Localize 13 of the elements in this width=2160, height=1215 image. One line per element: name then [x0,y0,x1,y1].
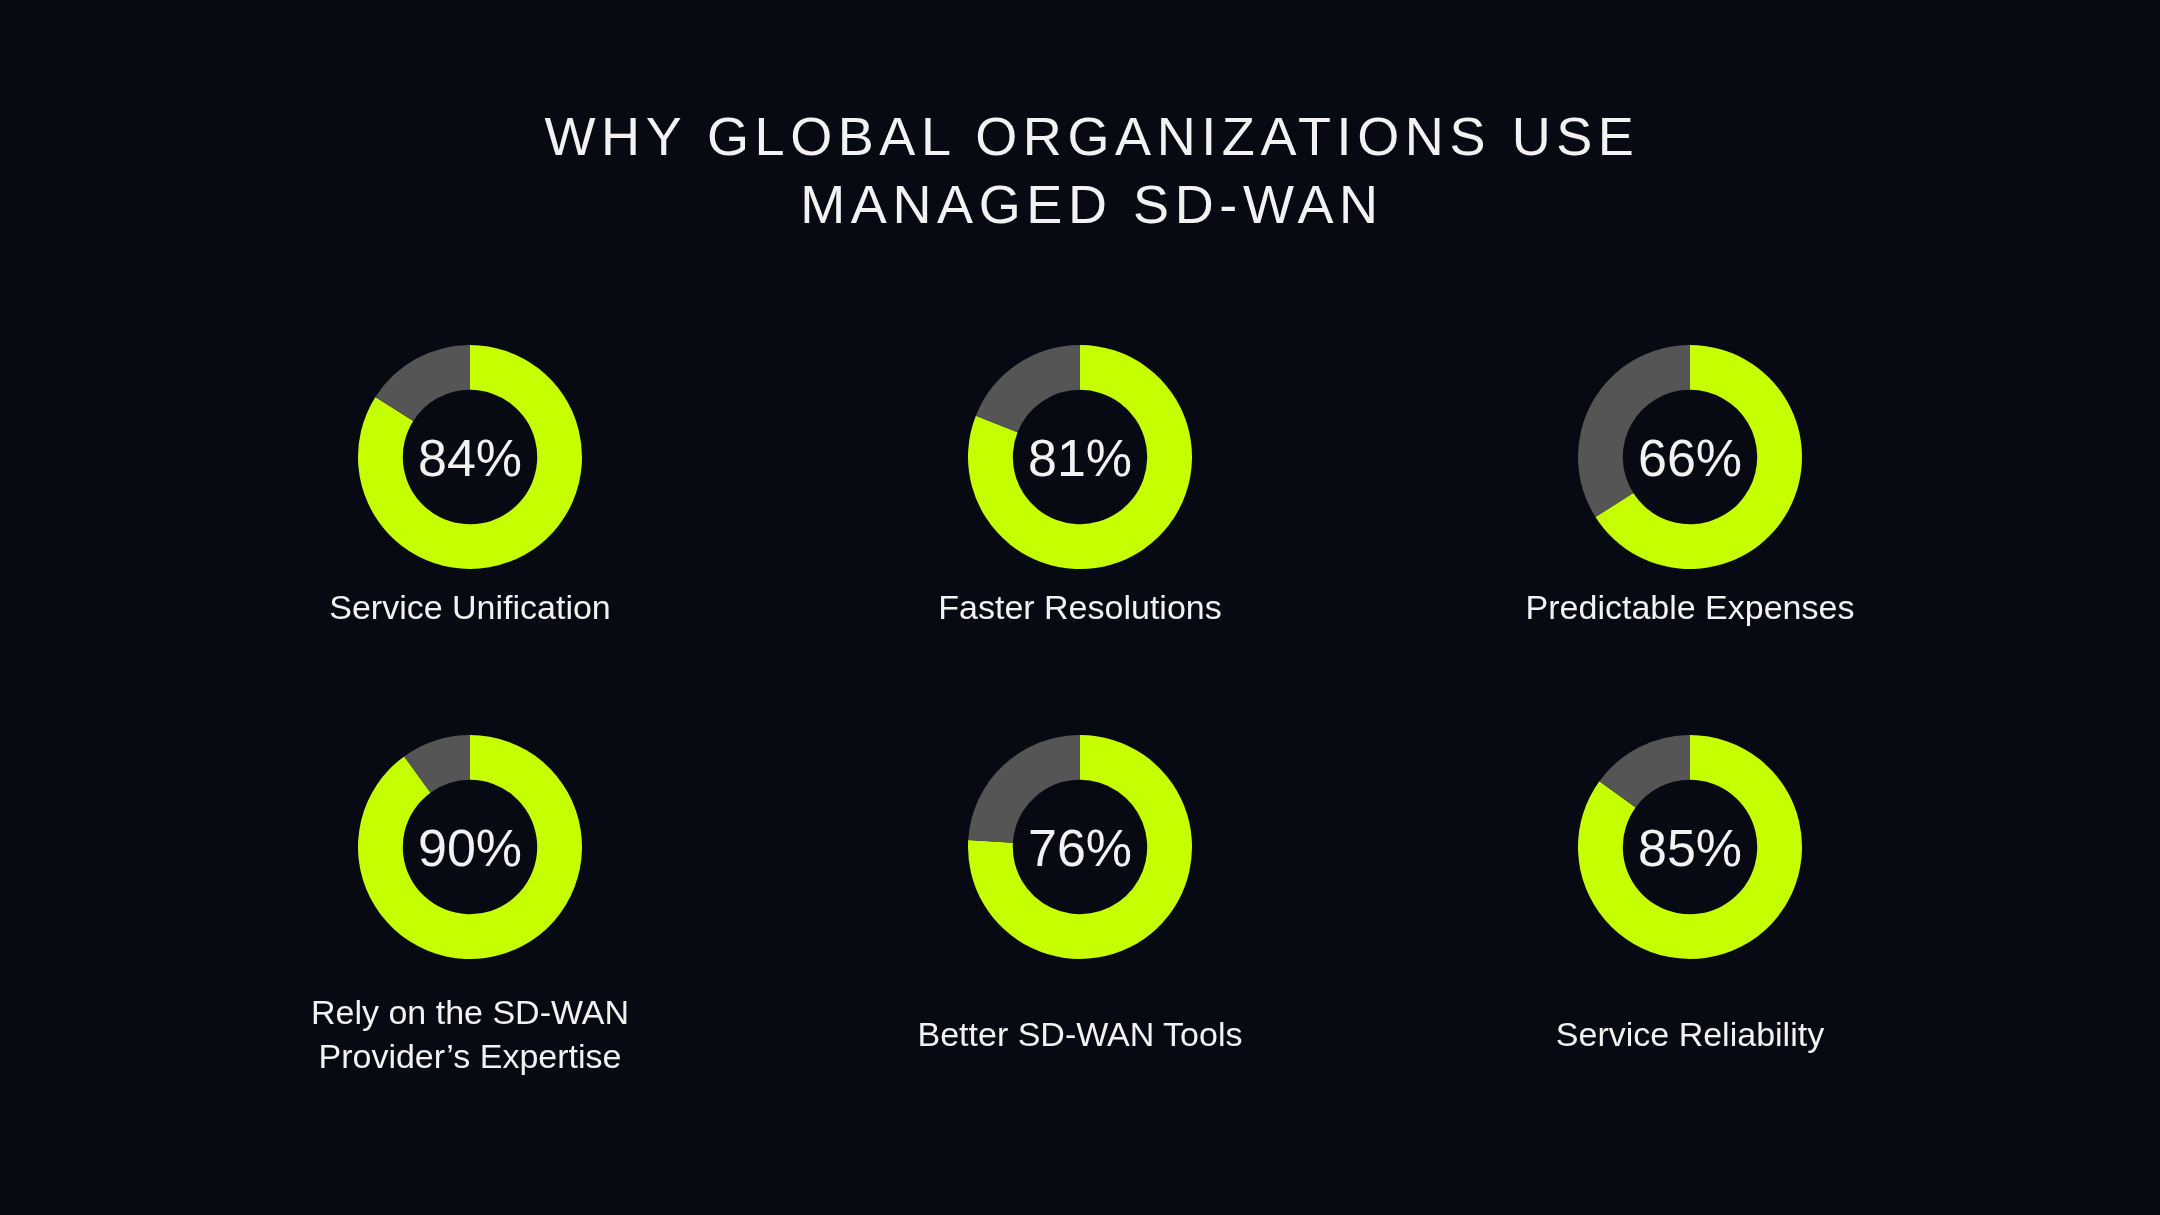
data-label: 76% [1027,819,1133,877]
data-label: 84% [417,429,523,487]
text: Rely on the SD-WAN Provider’s Expertise [309,992,631,1077]
text: Better SD-WAN Tools [916,1014,1244,1055]
data-label: 66% [1637,429,1743,487]
data-label: 81% [1027,429,1133,487]
text: Predictable Expenses [1524,587,1856,628]
data-label: 90% [417,819,523,877]
text: Service Reliability [1554,1014,1826,1055]
text: Faster Resolutions [937,587,1223,628]
text: Service Unification [328,587,612,628]
text: WHY GLOBAL ORGANIZATIONS USE MANAGED SD-WAN [543,105,1641,236]
data-label: 85% [1637,819,1743,877]
